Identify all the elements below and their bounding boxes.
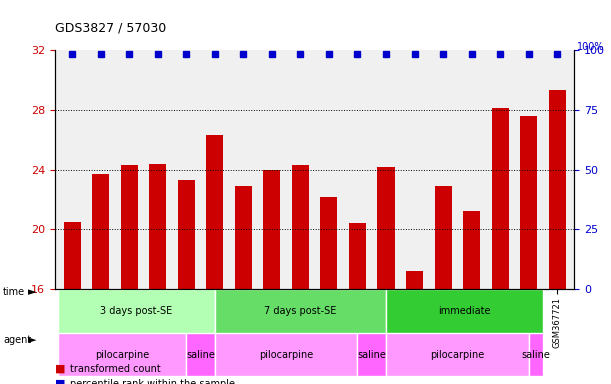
Bar [349,223,366,289]
FancyBboxPatch shape [186,333,215,376]
Text: time: time [3,287,25,297]
Bar [92,174,109,289]
Bar [64,222,81,289]
Text: pilocarpine: pilocarpine [95,349,149,359]
Bar [263,170,280,289]
Text: ■: ■ [55,364,65,374]
Text: saline: saline [186,349,215,359]
Text: 100%: 100% [577,42,605,52]
Bar [520,116,537,289]
Text: transformed count: transformed count [70,364,161,374]
Bar [406,271,423,289]
Bar [434,186,452,289]
Bar [320,197,337,289]
Text: percentile rank within the sample: percentile rank within the sample [70,379,235,384]
Text: ►: ► [27,287,36,297]
Bar [120,165,137,289]
FancyBboxPatch shape [386,289,543,333]
Text: immediate: immediate [438,306,491,316]
Text: 3 days post-SE: 3 days post-SE [100,306,172,316]
Text: pilocarpine: pilocarpine [430,349,485,359]
Bar [463,212,480,289]
FancyBboxPatch shape [215,289,386,333]
FancyBboxPatch shape [357,333,386,376]
Text: 7 days post-SE: 7 days post-SE [264,306,337,316]
Bar [178,180,195,289]
Bar [378,167,395,289]
Bar [149,164,166,289]
Bar [207,135,224,289]
FancyBboxPatch shape [58,289,215,333]
Bar [292,165,309,289]
Text: saline: saline [521,349,551,359]
Text: pilocarpine: pilocarpine [259,349,313,359]
Text: saline: saline [357,349,386,359]
Text: GDS3827 / 57030: GDS3827 / 57030 [55,22,166,35]
FancyBboxPatch shape [529,333,543,376]
Text: ■: ■ [55,379,65,384]
FancyBboxPatch shape [58,333,186,376]
FancyBboxPatch shape [215,333,357,376]
Bar [492,108,509,289]
FancyBboxPatch shape [386,333,529,376]
Bar [235,186,252,289]
Text: ►: ► [27,335,36,345]
Text: agent: agent [3,335,31,345]
Bar [549,90,566,289]
